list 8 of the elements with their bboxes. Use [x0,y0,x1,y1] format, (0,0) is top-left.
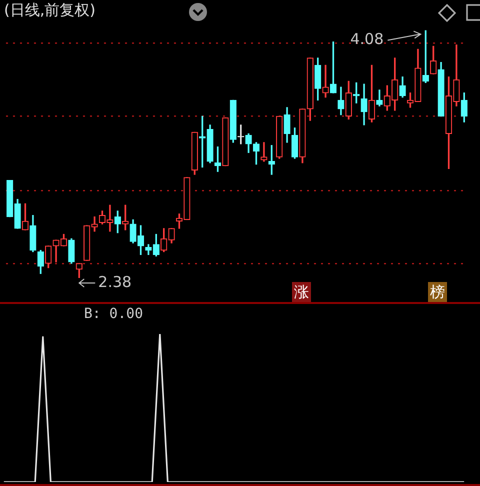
chart-title: B: 0.00 [84,306,144,322]
candlestick [322,64,329,98]
annotation: 4.08 [350,30,384,48]
chart-title: (日线,前复权) [4,1,96,20]
text: 涨 [292,282,311,302]
text: 榜 [428,282,447,302]
candlestick [260,142,268,162]
annotation: 2.38 [98,272,132,291]
